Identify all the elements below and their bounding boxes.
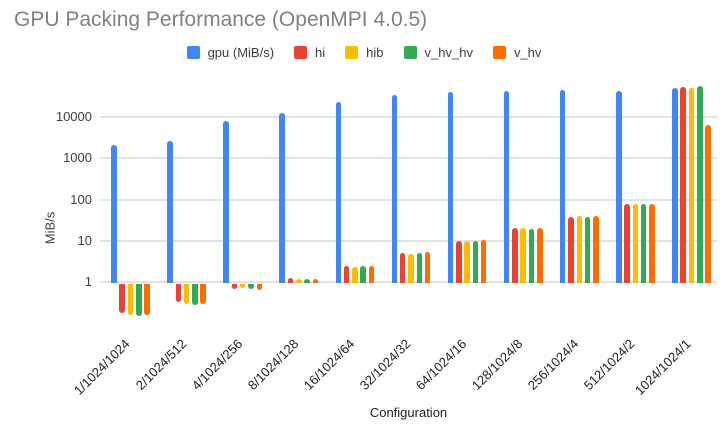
bar-v-hv bbox=[312, 278, 319, 283]
bar-gpu-mib-s bbox=[279, 113, 285, 283]
bar-v-hv bbox=[368, 265, 375, 283]
bar-hi bbox=[680, 86, 686, 283]
bar-hi bbox=[343, 266, 350, 283]
bar-v-hv bbox=[256, 284, 263, 290]
x-tick-label: 128/1024/8 bbox=[468, 336, 526, 393]
bar-hib bbox=[127, 284, 134, 315]
bar-v-hv bbox=[593, 216, 599, 283]
x-tick-label: 8/1024/128 bbox=[244, 336, 302, 393]
x-tick-label: 16/1024/64 bbox=[300, 336, 358, 393]
bar-v-hv bbox=[424, 251, 431, 283]
y-tick-label: 1 bbox=[84, 274, 92, 289]
gridline bbox=[100, 198, 717, 201]
bar-v-hv bbox=[705, 124, 711, 283]
chart-title: GPU Packing Performance (OpenMPI 4.0.5) bbox=[14, 8, 428, 31]
bar-v-hv-hv bbox=[248, 284, 254, 289]
x-tick-label: 1024/1024/1 bbox=[632, 336, 694, 398]
legend-swatch-icon bbox=[294, 45, 308, 59]
legend-swatch-icon bbox=[186, 45, 200, 59]
bar-gpu-mib-s bbox=[447, 91, 454, 283]
y-tick-label: 100 bbox=[70, 191, 92, 207]
bar-v-hv-hv bbox=[697, 86, 703, 283]
bar-hib bbox=[520, 228, 526, 283]
x-axis-title: Configuration bbox=[369, 405, 448, 420]
x-tick-label: 32/1024/32 bbox=[356, 336, 414, 393]
bar-hib bbox=[296, 278, 302, 283]
bar-gpu-mib-s bbox=[391, 95, 398, 283]
plot-area: 1 10 100 1000 10000 1/1024/1024 2/1024/512 4/10… bbox=[56, 84, 717, 398]
legend-item-hib: hib bbox=[345, 44, 384, 60]
bar-gpu-mib-s bbox=[335, 102, 342, 283]
bar-hi bbox=[624, 204, 630, 283]
bar-hi bbox=[456, 241, 462, 283]
bar-hi bbox=[512, 228, 518, 283]
bar-hib bbox=[632, 203, 639, 283]
bar-hi bbox=[568, 216, 574, 283]
bar-hi bbox=[287, 278, 294, 283]
legend-label: v_hv bbox=[513, 44, 542, 60]
x-tick-label: 4/1024/256 bbox=[188, 336, 246, 393]
bar-gpu-mib-s bbox=[672, 88, 678, 283]
bar-v-hv-hv bbox=[304, 278, 310, 283]
bar-hi bbox=[399, 253, 406, 283]
x-tick-label: 64/1024/16 bbox=[412, 336, 470, 393]
gridline bbox=[100, 116, 717, 119]
gridline bbox=[100, 239, 717, 242]
bar-v-hv-hv bbox=[416, 253, 423, 283]
bar-hib bbox=[464, 240, 470, 283]
bar-hib bbox=[239, 284, 246, 289]
bar-gpu-mib-s bbox=[167, 141, 173, 283]
bar-hi bbox=[119, 284, 125, 313]
bar-v-hv bbox=[200, 284, 206, 304]
x-tick-label: 2/1024/512 bbox=[132, 336, 189, 393]
gridline bbox=[100, 157, 717, 160]
bar-hi bbox=[231, 284, 238, 289]
bar-v-hv bbox=[144, 284, 150, 315]
legend-item-gpu-mib-s: gpu (MiB/s) bbox=[186, 44, 275, 60]
legend-label: hi bbox=[315, 44, 326, 60]
bar-hib bbox=[576, 216, 583, 283]
y-tick-label: 10000 bbox=[55, 109, 92, 125]
x-tick-label: 1/1024/1024 bbox=[71, 336, 133, 398]
legend-swatch-icon bbox=[492, 45, 506, 59]
legend-swatch-icon bbox=[403, 45, 417, 59]
bar-v-hv bbox=[649, 203, 655, 283]
legend-label: gpu (MiB/s) bbox=[207, 44, 275, 60]
y-tick-label: 1000 bbox=[63, 150, 92, 166]
legend: gpu (MiB/s) hi hib v_hv_hv v_hv bbox=[0, 44, 728, 60]
bar-v-hv-hv bbox=[472, 240, 479, 283]
bar-gpu-mib-s bbox=[559, 90, 566, 283]
legend-item-v-hv-hv: v_hv_hv bbox=[403, 44, 473, 60]
bar-v-hv-hv bbox=[584, 216, 591, 283]
bar-hib bbox=[688, 87, 695, 283]
legend-swatch-icon bbox=[345, 45, 359, 59]
x-tick-label: 512/1024/2 bbox=[581, 336, 638, 393]
bar-gpu-mib-s bbox=[111, 145, 117, 283]
bar-v-hv-hv bbox=[192, 284, 198, 305]
bar-v-hv-hv bbox=[136, 284, 142, 316]
bar-hib bbox=[183, 284, 190, 305]
legend-item-hi: hi bbox=[294, 45, 325, 60]
bar-v-hv bbox=[480, 240, 487, 283]
bar-hi bbox=[175, 284, 182, 303]
bar-v-hv-hv bbox=[360, 266, 366, 283]
bar-gpu-mib-s bbox=[223, 120, 229, 283]
bar-gpu-mib-s bbox=[616, 91, 622, 283]
bar-v-hv-hv bbox=[640, 204, 647, 283]
bar-hib bbox=[352, 267, 358, 283]
bar-v-hv bbox=[537, 228, 543, 283]
y-tick-label: 10 bbox=[77, 232, 92, 248]
legend-item-v-hv: v_hv bbox=[492, 44, 542, 60]
y-axis-title: MiB/s bbox=[42, 211, 58, 245]
legend-label: hib bbox=[366, 44, 384, 60]
bar-v-hv-hv bbox=[528, 228, 535, 283]
legend-label: v_hv_hv bbox=[424, 44, 473, 60]
x-tick-label: 256/1024/4 bbox=[524, 336, 582, 393]
bar-hib bbox=[408, 253, 414, 283]
bar-gpu-mib-s bbox=[503, 90, 510, 283]
